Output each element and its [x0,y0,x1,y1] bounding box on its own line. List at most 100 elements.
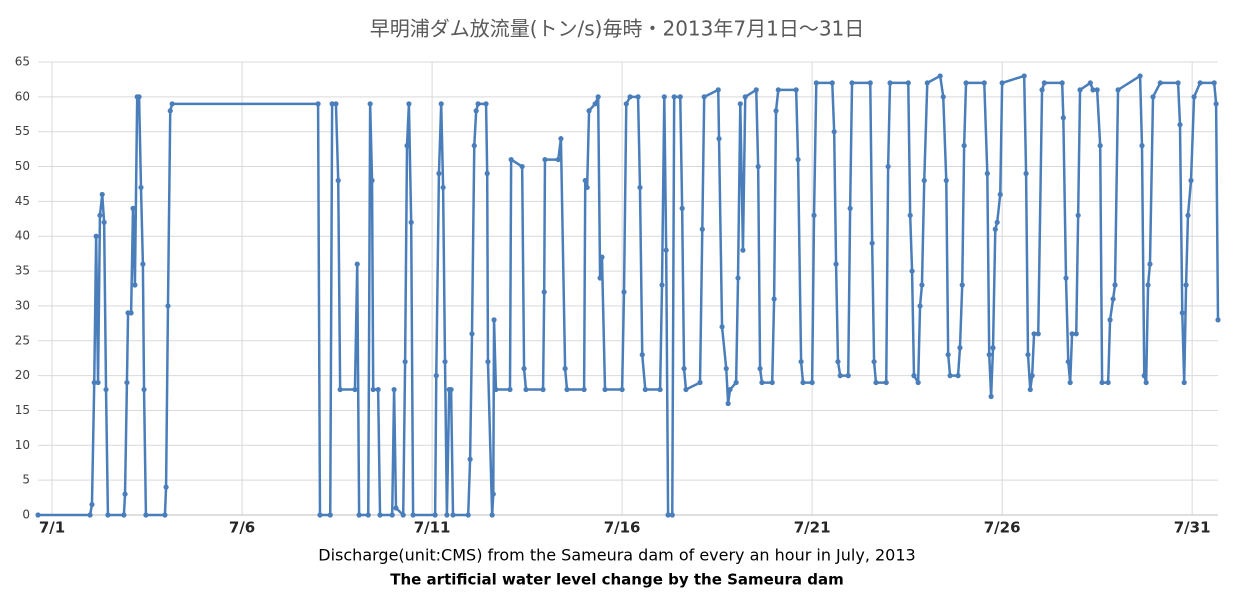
y-tick-label: 0 [22,508,30,522]
data-point [999,80,1005,86]
x-tick-label: 7/11 [414,519,451,537]
x-tick-label: 7/6 [229,519,255,537]
data-point [35,512,41,518]
data-point [562,366,568,372]
data-point [124,379,130,386]
data-point [141,386,147,393]
data-point [1021,73,1027,79]
data-point [869,240,875,246]
data-point [356,512,362,518]
data-point [132,282,138,288]
data-point [586,108,592,114]
data-point [681,366,687,372]
data-point [905,80,911,86]
data-point [167,108,173,114]
data-point [623,101,629,107]
data-point [775,87,781,93]
y-tick-label: 50 [15,159,30,173]
data-point [1157,80,1163,86]
data-point [1143,379,1149,386]
data-point [163,484,169,490]
data-point [507,386,513,393]
x-tick-label: 7/31 [1174,519,1211,537]
y-tick-label: 55 [15,124,30,138]
data-point [871,359,877,365]
data-point [450,512,456,518]
data-point [1215,317,1221,323]
data-point [122,491,128,497]
data-point [329,101,335,107]
data-point [1075,212,1081,218]
data-point [469,331,475,337]
data-point [1090,87,1096,93]
y-tick-label: 5 [22,473,30,487]
data-point [924,80,930,86]
data-point [1105,379,1111,386]
data-point [795,156,801,163]
data-point [619,386,625,393]
data-point [335,177,341,184]
data-point [716,136,722,142]
data-point [829,80,835,86]
data-point [742,94,748,100]
y-tick-label: 60 [15,89,30,103]
data-point [677,94,683,100]
data-point [584,184,590,191]
data-point [737,101,743,107]
data-point [404,143,410,149]
data-point [809,379,815,386]
x-axis-label: Discharge(unit:CMS) from the Sameura dam… [318,546,915,565]
data-point [165,303,171,309]
data-point [833,261,839,267]
data-point [143,512,149,518]
data-point [1181,379,1187,386]
data-point [715,87,721,93]
data-point [1197,80,1203,86]
x-tick-label: 7/16 [604,519,641,537]
data-point [475,101,481,107]
y-tick-label: 30 [15,298,30,312]
data-point [671,94,677,100]
data-point [835,359,841,365]
data-point [370,386,376,393]
data-point [642,386,648,393]
data-point [1027,386,1033,393]
x-tick-label: 7/1 [39,519,65,537]
data-point [354,261,360,267]
data-point [471,143,477,149]
data-point [1097,143,1103,149]
data-point [917,303,923,309]
data-point [1099,379,1105,386]
data-point [1077,87,1083,93]
data-point [337,386,343,393]
data-point [837,373,843,379]
data-point [1065,359,1071,365]
data-point [508,156,514,163]
data-point [845,373,851,379]
data-point [798,359,804,365]
data-point [1137,73,1143,79]
data-point [813,80,819,86]
data-point [490,491,496,497]
y-tick-label: 35 [15,264,30,278]
data-point [984,170,990,177]
data-point [484,170,490,177]
data-point [659,282,665,288]
data-point [95,379,101,386]
data-point [595,94,601,100]
data-point [1087,80,1093,86]
data-point [959,282,965,288]
data-point [473,108,479,114]
data-point [1183,282,1189,288]
data-point [1067,379,1073,386]
data-point [352,386,358,393]
data-point [448,386,454,393]
data-point [1031,331,1037,337]
data-point [1145,282,1151,288]
data-point [1185,212,1191,218]
data-point [493,386,499,393]
y-tick-label: 25 [15,333,30,347]
data-point [753,87,759,93]
y-tick-label: 20 [15,368,30,382]
